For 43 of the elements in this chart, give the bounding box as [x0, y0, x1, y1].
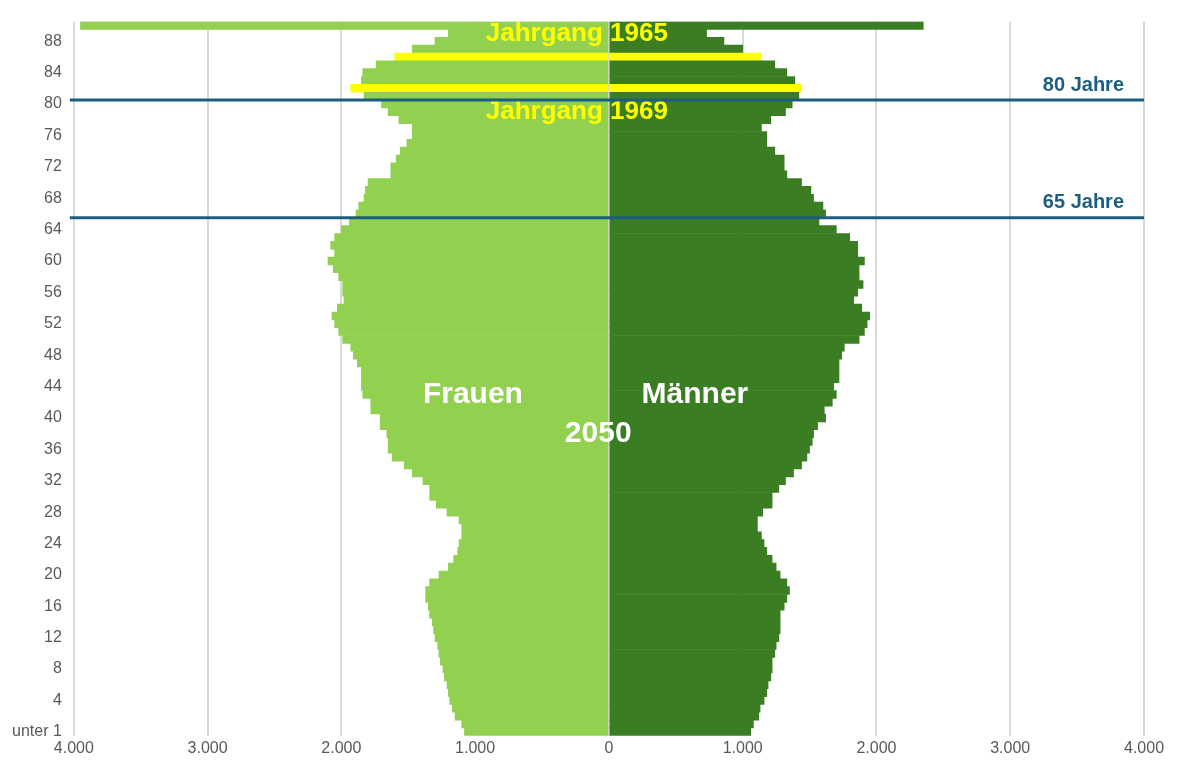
series-label: Frauen	[422, 375, 523, 409]
bar	[609, 52, 762, 62]
y-tick-label: 16	[44, 596, 62, 614]
annotation: Jahrgang 1969	[485, 95, 668, 126]
x-tick-label: 1.000	[455, 738, 496, 756]
series-label: Männer	[641, 375, 749, 409]
x-tick-label: 3.000	[187, 738, 228, 756]
x-tick-label: 0	[604, 738, 614, 756]
bar	[350, 84, 609, 93]
y-tick-label: 64	[44, 219, 62, 237]
y-tick-label: 60	[44, 251, 62, 269]
y-tick-label: 84	[44, 63, 62, 81]
y-tick-label: unter 1	[12, 722, 62, 740]
y-tick-label: 20	[44, 565, 62, 583]
y-tick-label: 52	[44, 314, 62, 332]
y-tick-label: 76	[44, 125, 62, 143]
y-tick-label: 4	[52, 690, 62, 708]
y-tick-label: 80	[44, 94, 62, 112]
y-tick-label: 68	[44, 188, 62, 206]
y-tick-label: 40	[44, 408, 62, 426]
y-tick-label: 28	[44, 502, 62, 520]
bar	[394, 52, 609, 62]
y-tick-label: 12	[44, 628, 62, 646]
y-tick-label: 36	[44, 439, 62, 457]
annotation: 80 Jahre	[1042, 72, 1124, 95]
y-tick-label: 8	[52, 659, 62, 677]
y-tick-label: 88	[44, 31, 62, 49]
annotation: 2050	[564, 414, 632, 448]
x-tick-label: 4.000	[1123, 738, 1165, 756]
x-tick-label: 1.000	[722, 738, 763, 756]
bar	[609, 84, 802, 93]
y-tick-label: 24	[44, 533, 62, 551]
y-tick-label: 32	[44, 471, 62, 489]
x-tick-label: 2.000	[856, 738, 897, 756]
y-tick-label: 48	[44, 345, 62, 363]
x-tick-label: 4.000	[53, 738, 94, 756]
annotation: 65 Jahre	[1042, 190, 1124, 213]
y-tick-label: 44	[44, 376, 62, 394]
y-tick-label: 72	[44, 157, 62, 175]
annotation: Jahrgang 1965	[485, 16, 668, 47]
x-tick-label: 3.000	[990, 738, 1031, 756]
y-tick-label: 56	[44, 282, 62, 300]
x-tick-label: 2.000	[321, 738, 362, 756]
